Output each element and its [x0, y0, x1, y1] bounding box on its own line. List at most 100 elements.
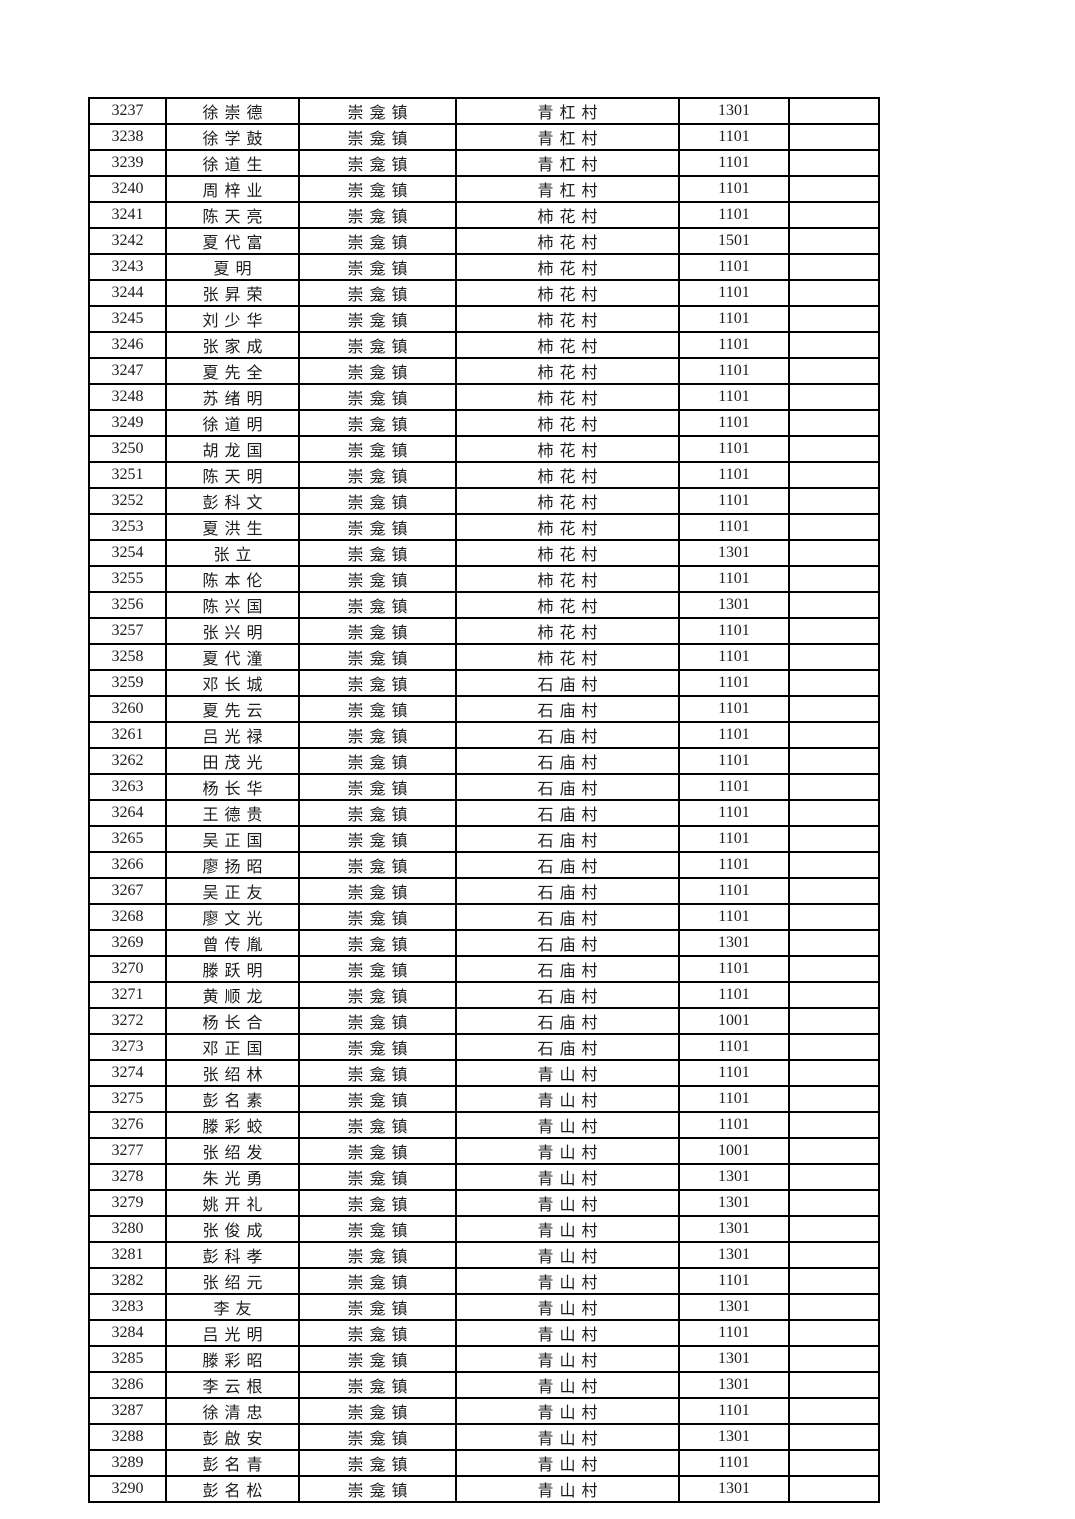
blank-cell — [788, 279, 880, 307]
serial-cell: 3285 — [88, 1345, 167, 1373]
name-cell: 杨长华 — [165, 773, 300, 801]
table-row: 3290 彭名松 崇龛镇 青山村 1301 — [88, 1475, 880, 1503]
table-row: 3265 吴正国 崇龛镇 石庙村 1101 — [88, 825, 880, 853]
blank-cell — [788, 669, 880, 697]
village-cell: 石庙村 — [455, 1007, 680, 1035]
name-cell: 夏代富 — [165, 227, 300, 255]
town-cell: 崇龛镇 — [298, 227, 457, 255]
serial-cell: 3266 — [88, 851, 167, 879]
table-row: 3273 邓正国 崇龛镇 石庙村 1101 — [88, 1033, 880, 1061]
table-row: 3259 邓长城 崇龛镇 石庙村 1101 — [88, 669, 880, 697]
code-cell: 1301 — [678, 1241, 790, 1269]
blank-cell — [788, 1059, 880, 1087]
table-row: 3261 吕光禄 崇龛镇 石庙村 1101 — [88, 721, 880, 749]
table-row: 3288 彭啟安 崇龛镇 青山村 1301 — [88, 1423, 880, 1451]
serial-cell: 3247 — [88, 357, 167, 385]
name-cell: 张绍发 — [165, 1137, 300, 1165]
town-cell: 崇龛镇 — [298, 721, 457, 749]
table-row: 3241 陈天亮 崇龛镇 柿花村 1101 — [88, 201, 880, 229]
code-cell: 1101 — [678, 773, 790, 801]
blank-cell — [788, 1449, 880, 1477]
name-cell: 张俊成 — [165, 1215, 300, 1243]
table-row: 3248 苏绪明 崇龛镇 柿花村 1101 — [88, 383, 880, 411]
code-cell: 1101 — [678, 851, 790, 879]
village-cell: 青山村 — [455, 1189, 680, 1217]
name-cell: 夏代潼 — [165, 643, 300, 671]
name-cell: 朱光勇 — [165, 1163, 300, 1191]
serial-cell: 3256 — [88, 591, 167, 619]
village-cell: 青山村 — [455, 1267, 680, 1295]
village-cell: 石庙村 — [455, 695, 680, 723]
name-cell: 胡龙国 — [165, 435, 300, 463]
blank-cell — [788, 877, 880, 905]
code-cell: 1101 — [678, 435, 790, 463]
table-row: 3281 彭科孝 崇龛镇 青山村 1301 — [88, 1241, 880, 1269]
code-cell: 1101 — [678, 721, 790, 749]
blank-cell — [788, 1423, 880, 1451]
village-cell: 石庙村 — [455, 773, 680, 801]
serial-cell: 3263 — [88, 773, 167, 801]
blank-cell — [788, 383, 880, 411]
blank-cell — [788, 929, 880, 957]
town-cell: 崇龛镇 — [298, 981, 457, 1009]
town-cell: 崇龛镇 — [298, 409, 457, 437]
blank-cell — [788, 799, 880, 827]
table-row: 3278 朱光勇 崇龛镇 青山村 1301 — [88, 1163, 880, 1191]
table-row: 3276 滕彩蛟 崇龛镇 青山村 1101 — [88, 1111, 880, 1139]
village-cell: 青杠村 — [455, 97, 680, 125]
village-cell: 柿花村 — [455, 461, 680, 489]
table-row: 3244 张昇荣 崇龛镇 柿花村 1101 — [88, 279, 880, 307]
table-row: 3269 曾传胤 崇龛镇 石庙村 1301 — [88, 929, 880, 957]
code-cell: 1301 — [678, 1475, 790, 1503]
serial-cell: 3281 — [88, 1241, 167, 1269]
name-cell: 夏先全 — [165, 357, 300, 385]
serial-cell: 3265 — [88, 825, 167, 853]
town-cell: 崇龛镇 — [298, 799, 457, 827]
name-cell: 吴正友 — [165, 877, 300, 905]
code-cell: 1101 — [678, 903, 790, 931]
name-cell: 王德贵 — [165, 799, 300, 827]
village-cell: 柿花村 — [455, 227, 680, 255]
town-cell: 崇龛镇 — [298, 955, 457, 983]
village-cell: 青山村 — [455, 1397, 680, 1425]
town-cell: 崇龛镇 — [298, 331, 457, 359]
code-cell: 1301 — [678, 1163, 790, 1191]
blank-cell — [788, 695, 880, 723]
name-cell: 张家成 — [165, 331, 300, 359]
town-cell: 崇龛镇 — [298, 435, 457, 463]
table-row: 3255 陈本伦 崇龛镇 柿花村 1101 — [88, 565, 880, 593]
code-cell: 1301 — [678, 97, 790, 125]
name-cell: 吴正国 — [165, 825, 300, 853]
code-cell: 1101 — [678, 825, 790, 853]
name-cell: 夏洪生 — [165, 513, 300, 541]
serial-cell: 3290 — [88, 1475, 167, 1503]
name-cell: 姚开礼 — [165, 1189, 300, 1217]
serial-cell: 3260 — [88, 695, 167, 723]
name-cell: 张兴明 — [165, 617, 300, 645]
name-cell: 张立 — [165, 539, 300, 567]
code-cell: 1101 — [678, 487, 790, 515]
name-cell: 彭科孝 — [165, 1241, 300, 1269]
table-row: 3289 彭名青 崇龛镇 青山村 1101 — [88, 1449, 880, 1477]
blank-cell — [788, 1293, 880, 1321]
code-cell: 1101 — [678, 383, 790, 411]
name-cell: 黄顺龙 — [165, 981, 300, 1009]
town-cell: 崇龛镇 — [298, 1007, 457, 1035]
town-cell: 崇龛镇 — [298, 851, 457, 879]
blank-cell — [788, 565, 880, 593]
serial-cell: 3254 — [88, 539, 167, 567]
code-cell: 1301 — [678, 1215, 790, 1243]
code-cell: 1101 — [678, 1267, 790, 1295]
blank-cell — [788, 253, 880, 281]
blank-cell — [788, 461, 880, 489]
blank-cell — [788, 747, 880, 775]
village-cell: 石庙村 — [455, 903, 680, 931]
town-cell: 崇龛镇 — [298, 1111, 457, 1139]
code-cell: 1501 — [678, 227, 790, 255]
table-row: 3271 黄顺龙 崇龛镇 石庙村 1101 — [88, 981, 880, 1009]
town-cell: 崇龛镇 — [298, 253, 457, 281]
code-cell: 1101 — [678, 513, 790, 541]
blank-cell — [788, 1111, 880, 1139]
code-cell: 1101 — [678, 201, 790, 229]
